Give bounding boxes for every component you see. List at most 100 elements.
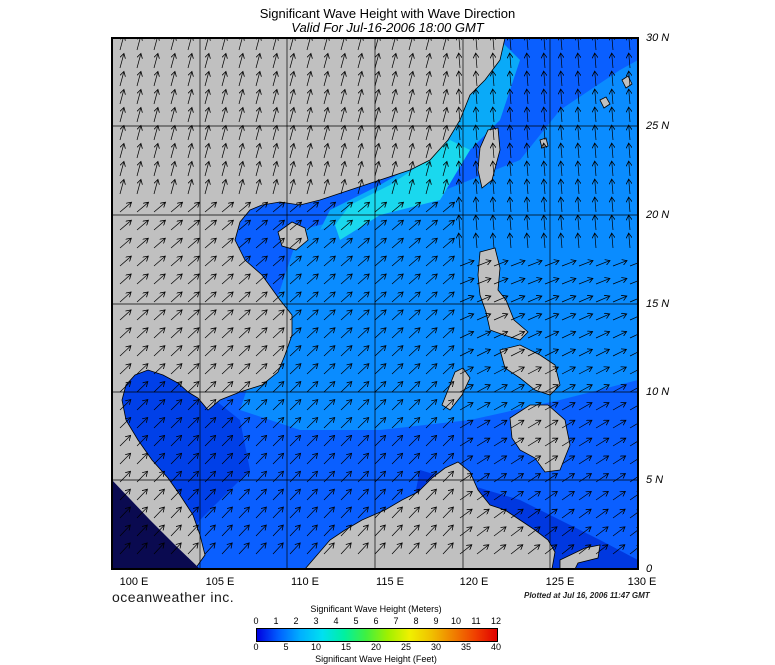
wave-arrow	[221, 38, 226, 51]
wave-arrow	[595, 107, 596, 123]
wave-arrow	[442, 346, 454, 357]
wave-arrow	[289, 256, 301, 267]
wave-arrow	[323, 453, 335, 465]
wave-arrow	[374, 180, 379, 195]
wave-arrow	[255, 90, 260, 105]
wave-arrow	[136, 274, 148, 285]
wave-arrow	[187, 162, 192, 177]
wave-arrow	[357, 90, 362, 105]
wave-arrow	[255, 507, 266, 519]
wave-arrow	[340, 328, 352, 339]
wave-arrow	[408, 418, 420, 429]
wave-arrow	[119, 126, 124, 141]
wave-arrow	[136, 126, 141, 141]
wave-arrow	[374, 220, 386, 231]
wave-arrow	[289, 108, 294, 123]
wave-arrow	[374, 108, 379, 123]
wave-arrow	[357, 274, 369, 285]
wave-arrow	[272, 108, 277, 123]
wave-arrow	[493, 107, 494, 123]
wave-arrow	[391, 400, 403, 411]
wave-arrow	[255, 418, 267, 429]
wave-arrow	[510, 233, 511, 249]
wave-arrow	[425, 292, 437, 303]
wave-arrow	[153, 453, 165, 465]
wave-arrow	[408, 54, 413, 69]
wave-arrow	[306, 346, 318, 357]
wave-arrow	[578, 474, 591, 483]
wave-arrow	[255, 400, 267, 411]
wave-arrow	[204, 328, 216, 339]
wave-arrow	[272, 144, 277, 159]
wave-arrow	[476, 179, 477, 195]
wave-arrow	[561, 314, 576, 321]
wave-arrow	[221, 180, 226, 195]
wave-arrow	[357, 144, 362, 159]
wave-arrow	[544, 491, 557, 501]
wave-arrow	[136, 364, 148, 375]
wave-arrow	[612, 107, 613, 123]
wave-arrow	[306, 274, 318, 285]
wave-arrow	[561, 456, 575, 465]
wave-arrow	[340, 525, 351, 537]
wave-arrow	[187, 364, 199, 375]
wave-arrow	[306, 507, 317, 519]
wave-arrow	[221, 162, 226, 177]
wave-arrow	[340, 453, 352, 465]
wave-arrow	[136, 144, 141, 159]
wave-arrow	[272, 90, 277, 105]
wave-arrow	[357, 310, 369, 321]
wave-arrow	[238, 471, 250, 483]
wave-arrow	[476, 545, 489, 555]
wave-arrow	[612, 385, 626, 393]
wave-arrow	[595, 332, 610, 339]
wave-arrow	[595, 125, 596, 141]
wave-arrow	[595, 545, 608, 555]
wave-arrow	[578, 403, 592, 411]
wave-arrow	[204, 274, 216, 285]
wave-arrow	[442, 72, 447, 87]
wave-arrow	[153, 180, 158, 195]
wave-arrow	[442, 328, 454, 339]
wave-arrow	[527, 197, 528, 213]
wave-arrow	[170, 38, 175, 51]
wave-arrow	[289, 72, 294, 87]
wave-arrow	[459, 53, 460, 69]
wave-arrow	[612, 215, 613, 231]
wave-arrow	[204, 90, 209, 105]
wave-arrow	[476, 71, 477, 87]
wave-arrow	[153, 346, 165, 357]
wave-arrow	[595, 509, 608, 519]
wave-arrow	[289, 346, 301, 357]
wave-arrow	[493, 215, 494, 231]
wave-arrow	[391, 54, 396, 69]
wave-arrow	[612, 38, 613, 51]
wave-arrow	[357, 126, 362, 141]
wave-arrow	[561, 385, 575, 393]
wave-arrow	[561, 215, 562, 231]
wave-arrow	[391, 382, 403, 393]
wave-arrow	[459, 278, 474, 285]
wave-arrow	[476, 403, 490, 411]
wave-arrow	[170, 256, 182, 267]
wave-arrow	[255, 364, 267, 375]
wave-arrow	[153, 435, 165, 447]
wave-arrow	[136, 292, 148, 303]
wave-arrow	[408, 525, 419, 537]
wave-arrow	[323, 180, 328, 195]
wave-arrow	[391, 489, 402, 501]
wave-arrow	[306, 328, 318, 339]
wave-arrow	[306, 54, 311, 69]
wave-arrow	[357, 382, 369, 393]
wave-arrow	[255, 202, 268, 213]
wave-arrow	[119, 328, 131, 339]
wave-arrow	[578, 509, 591, 519]
wave-arrow	[221, 418, 233, 429]
wave-arrow	[136, 180, 141, 195]
wave-arrow	[459, 349, 473, 357]
wave-arrow	[391, 144, 396, 159]
wave-arrow	[374, 292, 386, 303]
wave-arrow	[425, 400, 437, 411]
wave-arrow	[595, 53, 596, 69]
wave-arrow	[578, 261, 593, 267]
